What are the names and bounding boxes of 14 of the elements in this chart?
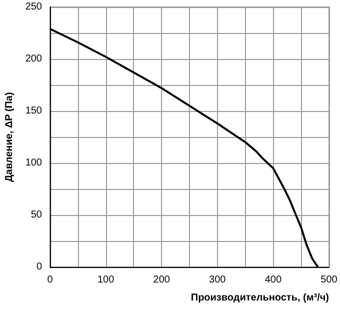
y-tick-label: 150	[25, 106, 42, 116]
x-axis-title: Производительность, (м³/ч)	[190, 292, 329, 304]
x-tick-label: 0	[47, 274, 54, 286]
x-tick-label: 500	[320, 274, 338, 286]
y-tick-label: 200	[25, 54, 42, 64]
x-tick-label: 300	[209, 274, 226, 286]
x-tick-label: 200	[153, 274, 170, 286]
y-tick-label: 0	[36, 262, 42, 272]
y-tick-label: 100	[25, 158, 42, 168]
y-axis-title: Давление, ΔP (Па)	[4, 92, 15, 182]
x-tick-label: 400	[264, 274, 282, 286]
x-tick-label: 100	[97, 274, 115, 286]
y-tick-label: 50	[30, 210, 42, 220]
y-tick-label: 250	[25, 2, 42, 12]
